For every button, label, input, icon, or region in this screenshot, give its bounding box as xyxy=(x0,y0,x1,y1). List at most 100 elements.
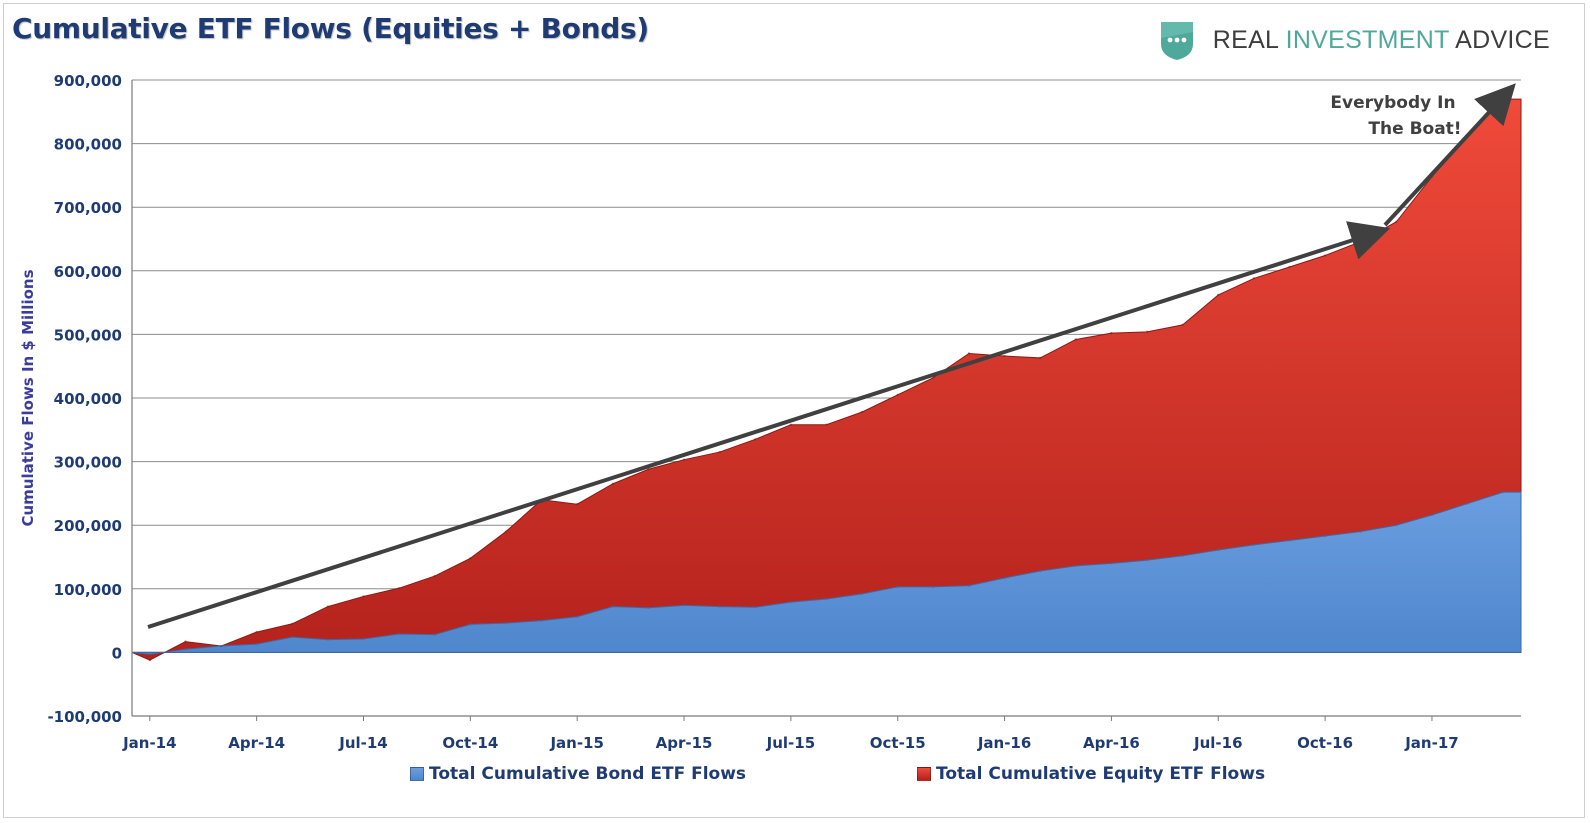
annotation-line-1: Everybody In xyxy=(1330,93,1455,113)
bond-point xyxy=(1181,554,1184,557)
equity-point xyxy=(1395,220,1398,224)
equity-point xyxy=(647,468,650,471)
y-tick-label: 600,000 xyxy=(54,263,122,281)
equity-point xyxy=(469,557,472,560)
brand-name-right: ADVICE xyxy=(1449,25,1550,54)
equity-point xyxy=(148,658,152,662)
bond-point xyxy=(1501,490,1505,494)
legend-swatch-equity xyxy=(917,767,931,781)
equity-point xyxy=(896,393,899,397)
chart-title: Cumulative ETF Flows (Equities + Bonds) xyxy=(12,12,649,45)
equity-point xyxy=(1110,331,1113,335)
trend-arrow-main xyxy=(147,221,1391,629)
y-tick-label: 200,000 xyxy=(54,517,122,535)
bond-point xyxy=(789,600,793,604)
bond-point xyxy=(1395,524,1398,527)
bond-point xyxy=(1252,543,1256,547)
equity-point xyxy=(682,458,686,461)
bond-point xyxy=(1288,539,1291,542)
bond-point xyxy=(219,644,223,648)
equity-point xyxy=(1038,356,1042,360)
bond-point xyxy=(504,621,508,625)
bond-point xyxy=(255,642,258,646)
legend-item-equity: Total Cumulative Equity ETF Flows xyxy=(917,764,1265,784)
x-tick-labels: Jan-14 Apr-14 Jul-14 Oct-14 Jan-15 Apr-15 Jul-… xyxy=(122,716,1459,752)
equity-point xyxy=(718,450,721,454)
bond-point xyxy=(1466,502,1469,505)
x-tick-label: Jul-15 xyxy=(766,734,816,752)
equity-point xyxy=(362,595,365,598)
legend-item-bond: Total Cumulative Bond ETF Flows xyxy=(410,764,746,784)
equity-point xyxy=(1252,277,1256,280)
bond-point xyxy=(647,606,650,610)
brand-logo: REAL INVESTMENT ADVICE xyxy=(1157,18,1550,62)
bond-point xyxy=(1003,576,1006,580)
bond-point xyxy=(433,633,436,636)
brand-name-accent: INVESTMENT xyxy=(1285,25,1450,54)
equity-point xyxy=(1145,330,1149,334)
equity-point xyxy=(397,586,401,590)
bond-point xyxy=(1110,562,1113,565)
shield-dots-icon xyxy=(1160,22,1193,60)
bond-point xyxy=(184,648,187,651)
bond-point xyxy=(825,597,828,601)
annotation-line-2: The Boat! xyxy=(1368,119,1461,139)
equity-point xyxy=(1288,265,1291,269)
bond-point xyxy=(896,585,899,589)
trend-arrows xyxy=(147,83,1516,629)
x-tick-label: Jan-15 xyxy=(549,734,603,752)
equity-point xyxy=(255,630,258,634)
y-tick-label: 500,000 xyxy=(54,326,122,344)
equity-point xyxy=(291,622,294,625)
legend-label-equity: Total Cumulative Equity ETF Flows xyxy=(936,764,1266,784)
brand-name-left: REAL xyxy=(1212,25,1286,54)
legend-swatch-bond xyxy=(410,767,424,781)
equity-point xyxy=(1323,254,1327,257)
trend-arrow-steep xyxy=(1383,83,1516,227)
x-tick-label: Jan-17 xyxy=(1404,734,1458,752)
bond-point xyxy=(1038,569,1042,573)
equity-point xyxy=(326,605,330,608)
equity-point xyxy=(611,482,615,486)
equity-point xyxy=(860,410,864,414)
legend-label-bond: Total Cumulative Bond ETF Flows xyxy=(429,764,747,784)
equity-point xyxy=(1074,338,1078,341)
bond-point xyxy=(611,605,615,608)
equity-point xyxy=(1359,240,1362,243)
chart-frame xyxy=(3,3,1585,818)
x-tick-label: Apr-16 xyxy=(1083,734,1140,752)
bond-point xyxy=(148,653,152,656)
y-tick-label: 100,000 xyxy=(54,581,122,599)
x-tick-label: Jul-14 xyxy=(338,734,388,752)
area-series xyxy=(131,97,1522,662)
y-tick-label: -100,000 xyxy=(47,708,122,726)
bond-point xyxy=(860,592,864,596)
equity-point xyxy=(789,423,793,426)
bond-point xyxy=(754,606,757,609)
x-tick-label: Jan-16 xyxy=(977,734,1031,752)
y-tick-label: 0 xyxy=(112,644,122,662)
y-tick-labels: -100,000 0 100,000 200,000 300,000 400,000 500… xyxy=(47,72,122,726)
bond-point xyxy=(1359,530,1362,533)
y-tick-label: 900,000 xyxy=(54,72,122,90)
bond-point xyxy=(291,635,294,639)
bond-point xyxy=(932,585,935,589)
bond-point xyxy=(575,615,579,618)
bond-point xyxy=(1323,534,1327,538)
bond-point xyxy=(1430,513,1434,517)
bond-point xyxy=(682,604,686,607)
bond-point xyxy=(469,623,472,626)
bond-point xyxy=(362,637,365,641)
x-tick-label: Oct-16 xyxy=(1297,734,1353,752)
x-tick-label: Jul-16 xyxy=(1193,734,1243,752)
equity-point xyxy=(504,530,508,533)
y-tick-label: 400,000 xyxy=(54,390,122,408)
bond-point xyxy=(540,619,543,622)
x-tick-label: Oct-15 xyxy=(870,734,926,752)
equity-point xyxy=(1217,293,1220,297)
y-tick-label: 800,000 xyxy=(54,136,122,154)
brand-name: REAL INVESTMENT ADVICE xyxy=(1213,26,1550,55)
equity-point xyxy=(754,438,757,441)
x-tick-label: Apr-15 xyxy=(656,734,713,752)
